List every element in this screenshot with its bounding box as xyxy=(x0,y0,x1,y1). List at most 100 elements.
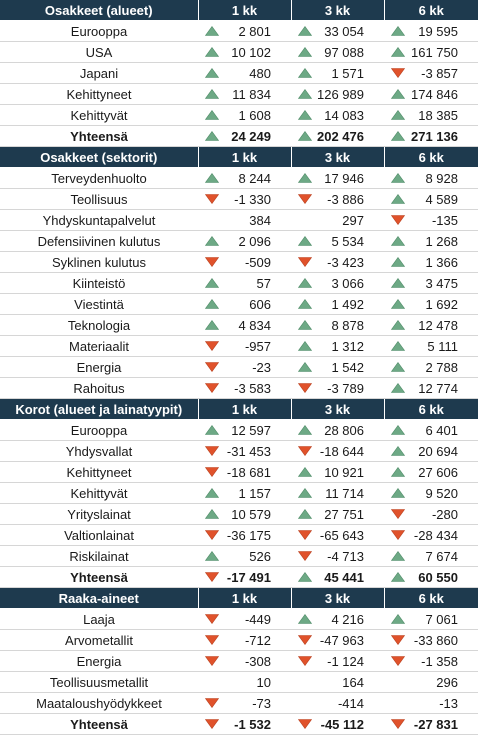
arrow-up xyxy=(391,320,405,330)
value-cell: -13 xyxy=(384,692,478,714)
row-label: Kehittyvät xyxy=(0,482,198,504)
section-title: Osakkeet (sektorit) xyxy=(0,146,198,168)
value: 480 xyxy=(249,65,271,81)
value: 97 088 xyxy=(324,44,364,60)
arrow-up xyxy=(298,131,312,141)
section-header: Korot (alueet ja lainatyypit) 1 kk 3 kk 6 k… xyxy=(0,398,478,420)
arrow-down xyxy=(298,383,312,393)
value-cell: -308 xyxy=(198,650,291,672)
value: 126 989 xyxy=(317,86,364,102)
arrow-up xyxy=(298,425,312,435)
value-cell: 5 111 xyxy=(384,335,478,357)
value-cell: 202 476 xyxy=(291,125,384,147)
arrow-up xyxy=(298,467,312,477)
value: 8 928 xyxy=(425,170,458,186)
value-cell: 12 774 xyxy=(384,377,478,399)
column-header: 3 kk xyxy=(290,0,384,21)
column-header: 6 kk xyxy=(383,0,478,21)
value-cell: 4 589 xyxy=(384,188,478,210)
value: 296 xyxy=(436,674,458,690)
value-cell: 14 083 xyxy=(291,104,384,126)
value: -308 xyxy=(244,653,271,669)
value: 4 216 xyxy=(331,611,364,627)
value: -13 xyxy=(439,695,458,711)
value-cell: 8 878 xyxy=(291,314,384,336)
row-label: Kiinteistö xyxy=(0,272,198,294)
value-cell: -509 xyxy=(198,251,291,273)
value-cell: 606 xyxy=(198,293,291,315)
data-row: Materiaalit -957 1 312 5 111 xyxy=(0,335,478,357)
value: 12 597 xyxy=(231,422,271,438)
arrow-up xyxy=(298,47,312,57)
data-row: Eurooppa 12 597 28 806 6 401 xyxy=(0,419,478,441)
arrow-up xyxy=(391,383,405,393)
section-header: Raaka-aineet 1 kk 3 kk 6 kk xyxy=(0,587,478,609)
value: 20 694 xyxy=(418,443,458,459)
arrow-up xyxy=(298,173,312,183)
arrow-up xyxy=(391,488,405,498)
value: 18 385 xyxy=(418,107,458,123)
arrow-down xyxy=(298,719,312,729)
value: -1 358 xyxy=(421,653,458,669)
value-cell: -17 491 xyxy=(198,566,291,588)
arrow-up xyxy=(391,110,405,120)
row-label: Japani xyxy=(0,62,198,84)
value-cell: 27 751 xyxy=(291,503,384,525)
value: 11 714 xyxy=(325,485,364,501)
value-cell: 4 216 xyxy=(291,608,384,630)
row-label: Energia xyxy=(0,650,198,672)
value: 12 774 xyxy=(418,380,458,396)
data-row: Yhteensä -1 532 -45 112 -27 831 xyxy=(0,713,478,735)
data-row: Yhteensä -17 491 45 441 60 550 xyxy=(0,566,478,588)
value-cell: 480 xyxy=(198,62,291,84)
value-cell: 8 928 xyxy=(384,167,478,189)
value-cell: -4 713 xyxy=(291,545,384,567)
arrow-up xyxy=(205,26,219,36)
value: 297 xyxy=(342,212,364,228)
value-cell: -1 124 xyxy=(291,650,384,672)
row-label: Teollisuusmetallit xyxy=(0,671,198,693)
value: -3 583 xyxy=(234,380,271,396)
arrow-up xyxy=(298,236,312,246)
value-cell: 12 478 xyxy=(384,314,478,336)
value-cell: 526 xyxy=(198,545,291,567)
data-row: Arvometallit -712 -47 963 -33 860 xyxy=(0,629,478,651)
value: -414 xyxy=(337,695,364,711)
arrow-up xyxy=(205,299,219,309)
value: -957 xyxy=(244,338,271,354)
value: -1 532 xyxy=(234,716,271,732)
value-cell: 20 694 xyxy=(384,440,478,462)
arrow-down xyxy=(298,257,312,267)
value: -73 xyxy=(252,695,271,711)
value: 3 475 xyxy=(425,275,458,291)
value-cell: -18 681 xyxy=(198,461,291,483)
value-cell: 1 366 xyxy=(384,251,478,273)
column-header: 6 kk xyxy=(383,146,478,168)
value-cell: -28 434 xyxy=(384,524,478,546)
value-cell: -47 963 xyxy=(291,629,384,651)
value: 14 083 xyxy=(324,107,364,123)
arrow-up xyxy=(391,194,405,204)
value-cell: 1 692 xyxy=(384,293,478,315)
value-cell: -957 xyxy=(198,335,291,357)
data-row: Maataloushyödykkeet -73 -414 -13 xyxy=(0,692,478,714)
arrow-up xyxy=(298,614,312,624)
value: 202 476 xyxy=(317,128,364,144)
arrow-up xyxy=(391,572,405,582)
data-row: Valtionlainat -36 175 -65 643 -28 434 xyxy=(0,524,478,546)
data-row: Viestintä 606 1 492 1 692 xyxy=(0,293,478,315)
value: 28 806 xyxy=(324,422,364,438)
value-cell: 10 579 xyxy=(198,503,291,525)
arrow-up xyxy=(391,26,405,36)
arrow-up xyxy=(391,236,405,246)
value-cell: 384 xyxy=(198,209,291,231)
arrow-down xyxy=(298,194,312,204)
column-header: 6 kk xyxy=(383,398,478,420)
value: 1 157 xyxy=(238,485,271,501)
data-row: Energia -308 -1 124 -1 358 xyxy=(0,650,478,672)
value: 2 801 xyxy=(238,23,271,39)
value: -17 491 xyxy=(226,569,271,585)
arrow-up xyxy=(391,446,405,456)
arrow-down xyxy=(205,383,219,393)
